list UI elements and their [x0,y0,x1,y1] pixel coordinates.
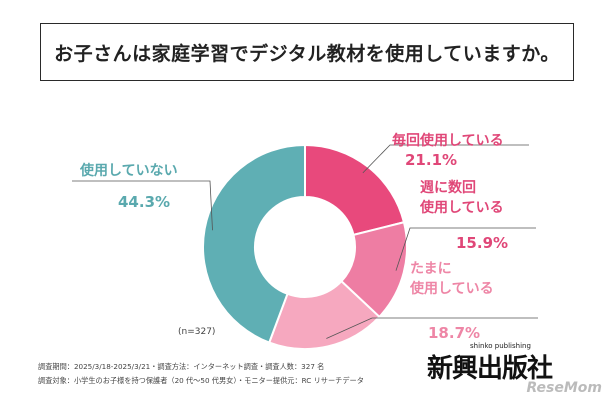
leader-line-1 [395,227,536,271]
category-label-0-0: 毎回使用している [392,132,504,149]
donut-slice-3 [202,143,306,344]
sample-size-label: (n=327) [178,327,216,337]
value-label-0: 21.1% [405,151,457,169]
leader-line-0 [362,144,529,174]
chart-title: お子さんは家庭学習でデジタル教材を使用していますか。 [54,42,560,65]
leader-line-3 [72,180,213,231]
value-label-3: 44.3% [118,193,170,211]
value-label-2: 18.7% [428,324,480,342]
category-label-2-1: 使用している [409,280,494,297]
footnote-target: 調査対象：小学生のお子様を持つ保護者（20 代～50 代男女）・モニター提供元：… [38,376,364,385]
logo-subtitle: shinko publishing [470,342,531,350]
publisher-logo: 新興出版社 [427,354,553,384]
donut-slice-0 [304,143,406,237]
category-label-2-0: たまに [410,261,452,277]
category-label-1-0: 週に数回 [420,179,476,196]
title-box: お子さんは家庭学習でデジタル教材を使用していますか。 [40,23,574,81]
donut-slice-2 [267,279,381,350]
footnote-period: 調査期間：2025/3/18-2025/3/21・調査方法：インターネット調査・… [38,362,325,371]
category-label-3-0: 使用していない [79,162,178,179]
leader-line-2 [326,317,538,339]
value-label-1: 15.9% [456,234,508,252]
category-label-1-1: 使用している [419,199,504,216]
watermark: ReseMom [526,380,602,396]
